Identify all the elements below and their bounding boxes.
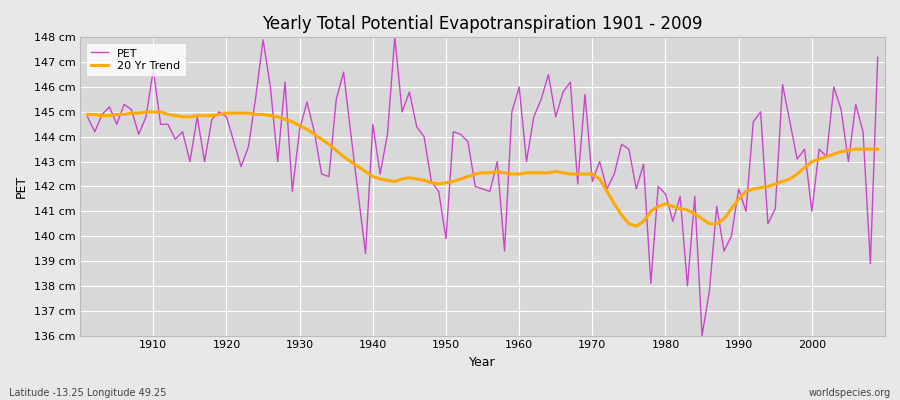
Text: Latitude -13.25 Longitude 49.25: Latitude -13.25 Longitude 49.25: [9, 388, 166, 398]
20 Yr Trend: [353, 164, 364, 169]
PET: [609, 172, 620, 176]
20 Yr Trend: [631, 224, 642, 229]
PET: [521, 159, 532, 164]
20 Yr Trend: [609, 202, 620, 206]
20 Yr Trend: [872, 147, 883, 152]
PET: [872, 55, 883, 60]
20 Yr Trend: [521, 170, 532, 175]
Line: 20 Yr Trend: 20 Yr Trend: [87, 112, 878, 226]
Y-axis label: PET: PET: [15, 175, 28, 198]
PET: [390, 35, 400, 40]
PET: [302, 100, 312, 104]
20 Yr Trend: [309, 132, 320, 137]
PET: [82, 114, 93, 119]
X-axis label: Year: Year: [469, 356, 496, 369]
Line: PET: PET: [87, 37, 878, 336]
PET: [514, 85, 525, 90]
PET: [140, 114, 151, 119]
PET: [697, 333, 707, 338]
Legend: PET, 20 Yr Trend: PET, 20 Yr Trend: [86, 43, 185, 76]
20 Yr Trend: [140, 110, 151, 114]
20 Yr Trend: [148, 110, 158, 114]
PET: [346, 132, 356, 137]
20 Yr Trend: [82, 112, 93, 117]
Text: worldspecies.org: worldspecies.org: [809, 388, 891, 398]
Title: Yearly Total Potential Evapotranspiration 1901 - 2009: Yearly Total Potential Evapotranspiratio…: [262, 15, 703, 33]
20 Yr Trend: [514, 172, 525, 176]
